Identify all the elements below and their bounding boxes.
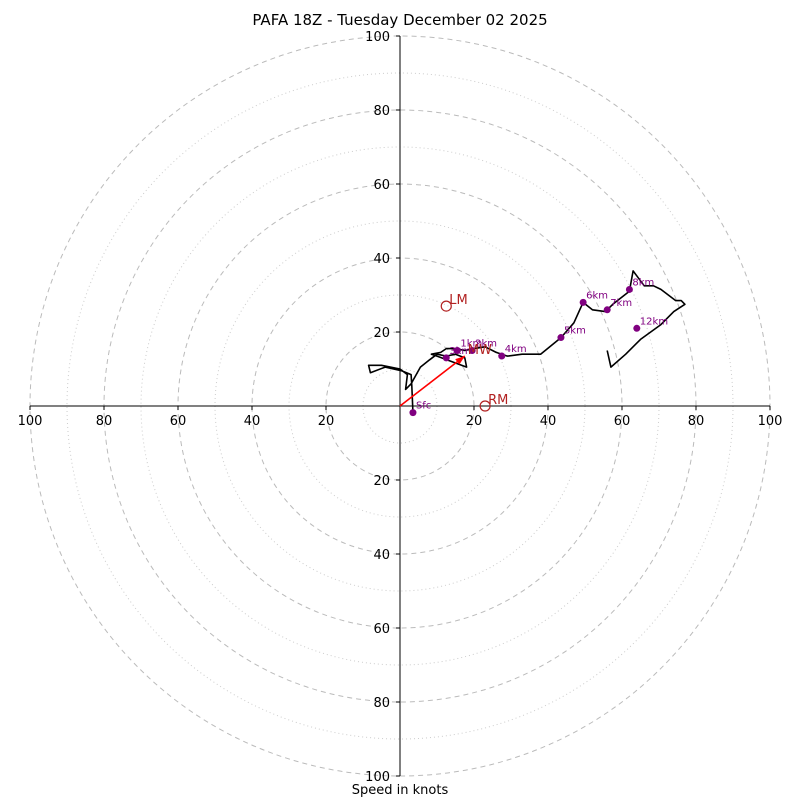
- x-tick-label: 20: [318, 414, 335, 429]
- height-marker-label: 3km: [449, 346, 471, 357]
- y-tick-label: 40: [373, 548, 390, 563]
- height-marker-label: 4km: [505, 344, 527, 355]
- height-marker-point: [453, 347, 461, 354]
- height-marker-point: [409, 409, 417, 417]
- y-tick-label: 20: [373, 326, 390, 341]
- storm-motion-point: [479, 400, 491, 412]
- height-marker-point: [557, 334, 565, 342]
- height-marker-point: [442, 354, 450, 362]
- height-marker-point: [625, 285, 633, 293]
- x-tick-label: 40: [540, 414, 557, 429]
- storm-motion-label: MW: [468, 343, 492, 358]
- x-tick-label: 80: [96, 414, 113, 429]
- hodograph-trace: [367, 270, 686, 412]
- y-tick-label: 100: [365, 30, 390, 45]
- height-marker-label: 2km: [475, 339, 497, 350]
- height-marker-label: Sfc: [416, 401, 431, 412]
- y-tick-label: 60: [373, 622, 390, 637]
- height-marker-point: [579, 298, 587, 306]
- height-marker-point: [603, 306, 611, 314]
- hodograph-trace-group: [367, 270, 686, 412]
- x-tick-label: 60: [614, 414, 631, 429]
- mean-wind-arrowhead: [455, 356, 465, 365]
- height-marker-label: 7km: [610, 298, 632, 309]
- storm-motion-label: RM: [488, 393, 508, 408]
- height-marker-point: [468, 347, 476, 354]
- y-tick-label: 20: [373, 474, 390, 489]
- x-tick-label: 80: [688, 414, 705, 429]
- x-tick-label: 40: [244, 414, 261, 429]
- height-marker-label: 8km: [632, 277, 654, 288]
- x-tick-label: 20: [466, 414, 483, 429]
- tick-labels: 100 80 60 40 20 20 40 60 80 100 20 40 60 80 100 20 40 60 8…: [18, 30, 783, 785]
- x-tick-label: 100: [18, 414, 43, 429]
- mean-wind-vector-group: [399, 355, 466, 407]
- y-tick-label: 60: [373, 178, 390, 193]
- height-marker-label: 1km: [460, 339, 482, 350]
- height-marker-label: 5km: [564, 326, 586, 337]
- storm-motion-point: [440, 300, 452, 312]
- storm-motion-markers: LM RM MW: [440, 293, 508, 412]
- mean-wind-vector: [399, 355, 466, 407]
- y-tick-label: 80: [373, 104, 390, 119]
- height-marker-label: 12km: [640, 316, 668, 327]
- height-marker-point: [633, 324, 641, 332]
- x-tick-label: 60: [170, 414, 187, 429]
- x-tick-label: 100: [758, 414, 783, 429]
- storm-motion-label: LM: [449, 293, 467, 308]
- y-tick-label: 100: [365, 770, 390, 785]
- height-marker-label: 6km: [586, 290, 608, 301]
- y-tick-label: 40: [373, 252, 390, 267]
- x-axis-label: Speed in knots: [351, 783, 449, 798]
- chart-title: PAFA 18Z - Tuesday December 02 2025: [252, 11, 548, 29]
- height-marker-point: [498, 352, 506, 360]
- y-tick-label: 80: [373, 696, 390, 711]
